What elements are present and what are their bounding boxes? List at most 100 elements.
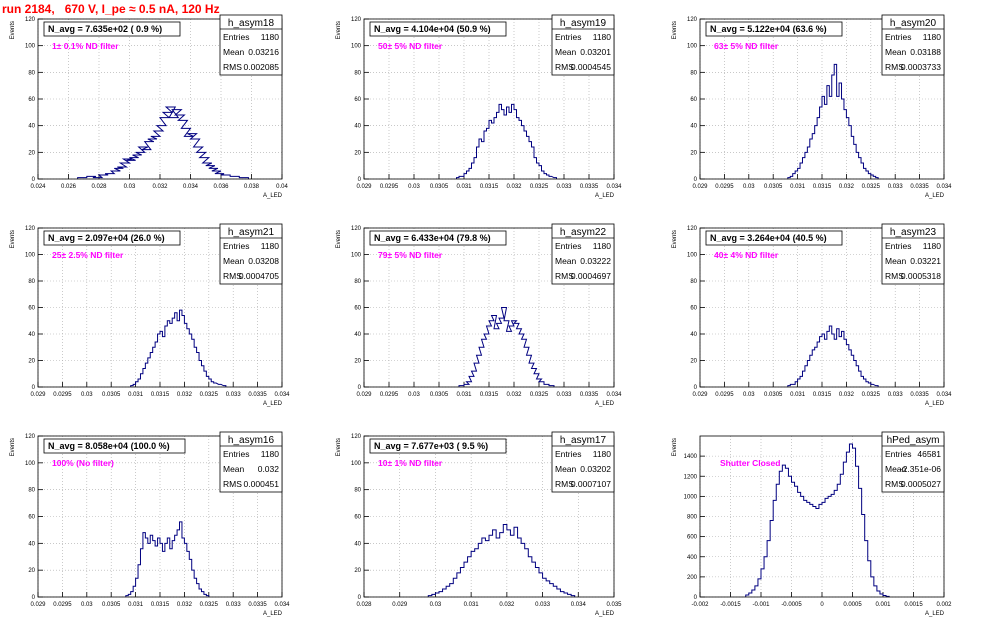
stats-box: [551, 431, 615, 493]
stats-mean-label: Mean: [223, 47, 245, 57]
stats-rms-value: 0.0003733: [901, 62, 941, 72]
y-tick-label: 0: [32, 385, 36, 391]
stats-rms-label: RMS: [223, 479, 242, 489]
y-tick-label: 40: [354, 332, 361, 338]
y-tick-label: 100: [25, 253, 36, 259]
filter-annotation: 63± 5% ND filter: [714, 41, 779, 51]
x-tick-label: 0.034: [606, 392, 622, 398]
y-tick-label: 100: [25, 44, 36, 50]
y-axis-title: Events: [336, 21, 342, 39]
stats-entries-label: Entries: [555, 449, 581, 459]
y-tick-label: 100: [687, 253, 698, 259]
stats-rms-label: RMS: [555, 479, 574, 489]
y-axis-title: Events: [672, 21, 678, 39]
x-tick-label: -0.002: [691, 602, 709, 608]
stats-box: [219, 223, 283, 285]
y-tick-label: 120: [25, 434, 36, 440]
x-axis-title: A_LED: [925, 611, 945, 617]
stats-entries-value: 1180: [593, 449, 612, 459]
stats-entries-value: 1180: [923, 241, 942, 251]
x-tick-label: 0.0335: [580, 392, 599, 398]
x-tick-label: 0.0325: [200, 392, 219, 398]
histogram-line: [456, 103, 557, 179]
y-tick-label: 60: [690, 306, 697, 312]
plot-frame: [363, 18, 615, 180]
y-tick-label: 60: [28, 306, 35, 312]
y-tick-label: 80: [354, 488, 361, 494]
x-tick-label: 0.0325: [862, 392, 881, 398]
histogram-panel-h_asym17: 0.028 0.029 0.03 0.031 0.032 0.033 0.034 0.035 0…: [336, 431, 622, 617]
stats-mean-value: 0.03208: [248, 256, 279, 266]
filter-annotation: 10± 1% ND filter: [378, 458, 443, 468]
stats-entries-label: Entries: [223, 241, 249, 251]
x-tick-label: 0.0305: [430, 184, 449, 190]
y-tick-label: 100: [351, 44, 362, 50]
x-tick-label: 0.03: [408, 184, 420, 190]
x-tick-label: 0.038: [244, 184, 260, 190]
stats-box-title: h_asym18: [228, 18, 275, 29]
n-avg-header: N_avg = 8.058e+04 (100.0 %): [48, 441, 170, 451]
x-tick-label: 0.0005: [843, 602, 862, 608]
stats-box-title: h_asym21: [228, 227, 275, 238]
y-tick-label: 1400: [684, 454, 698, 460]
y-tick-label: 60: [354, 515, 361, 521]
y-tick-label: 40: [28, 541, 35, 547]
x-tick-label: 0.031: [790, 184, 806, 190]
stats-entries-label: Entries: [885, 241, 911, 251]
stats-entries-value: 1180: [261, 32, 280, 42]
x-tick-label: 0.033: [226, 392, 242, 398]
histogram-line: [77, 106, 249, 179]
stats-entries-label: Entries: [223, 32, 249, 42]
x-tick-label: 0.0015: [904, 602, 923, 608]
filter-annotation: 1± 0.1% ND filter: [52, 41, 119, 51]
x-axis-title: A_LED: [925, 401, 945, 407]
stats-mean-value: 0.032: [258, 464, 280, 474]
stats-rms-value: 0.0007107: [571, 479, 611, 489]
n-avg-header: N_avg = 3.264e+04 (40.5 %): [710, 233, 827, 243]
x-tick-label: 0.032: [177, 602, 193, 608]
x-tick-label: 0.026: [61, 184, 77, 190]
header-box: [369, 438, 507, 454]
x-tick-label: 0.028: [356, 602, 372, 608]
y-tick-label: 20: [690, 359, 697, 365]
histogram-panel-h_asym20: 0.029 0.0295 0.03 0.0305 0.031 0.0315 0.032 0.0…: [672, 14, 952, 199]
x-tick-label: 0.032: [152, 184, 168, 190]
stats-box-title: h_asym22: [560, 227, 607, 238]
y-tick-label: 20: [28, 568, 35, 574]
x-tick-label: 0.03: [743, 392, 755, 398]
histogram-panel-h_asym19: 0.029 0.0295 0.03 0.0305 0.031 0.0315 0.032 0.0…: [336, 14, 622, 199]
x-tick-label: 0.0295: [53, 602, 72, 608]
plot-frame: [37, 18, 283, 180]
x-tick-label: 0.033: [888, 184, 904, 190]
stats-entries-label: Entries: [223, 449, 249, 459]
stats-rms-value: 0.002085: [244, 62, 280, 72]
stats-mean-value: 0.03202: [580, 464, 611, 474]
header-box: [705, 21, 843, 37]
stats-mean-value: -2.351e-06: [900, 464, 941, 474]
x-tick-label: 0.0295: [53, 392, 72, 398]
x-tick-label: 0.033: [556, 392, 572, 398]
stats-box-title: h_asym20: [890, 18, 937, 29]
header-box: [43, 230, 181, 246]
x-tick-label: 0.029: [30, 392, 46, 398]
stats-box-title: h_asym17: [560, 435, 607, 446]
y-tick-label: 100: [351, 461, 362, 467]
stats-rms-label: RMS: [885, 271, 904, 281]
stats-entries-value: 46581: [917, 449, 941, 459]
histogram-line: [125, 521, 210, 597]
header-box: [43, 21, 181, 37]
y-tick-label: 20: [354, 568, 361, 574]
stats-rms-label: RMS: [223, 271, 242, 281]
x-tick-label: 0.031: [456, 184, 472, 190]
y-tick-label: 80: [690, 70, 697, 76]
x-tick-label: 0.034: [274, 392, 290, 398]
x-tick-label: 0: [820, 602, 824, 608]
stats-rms-value: 0.0005318: [901, 271, 941, 281]
y-tick-label: 40: [354, 124, 361, 130]
stats-entries-label: Entries: [885, 32, 911, 42]
y-tick-label: 80: [354, 70, 361, 76]
histogram-line: [787, 63, 879, 179]
x-tick-label: -0.0015: [720, 602, 741, 608]
y-tick-label: 60: [354, 306, 361, 312]
x-tick-label: 0.033: [226, 602, 242, 608]
